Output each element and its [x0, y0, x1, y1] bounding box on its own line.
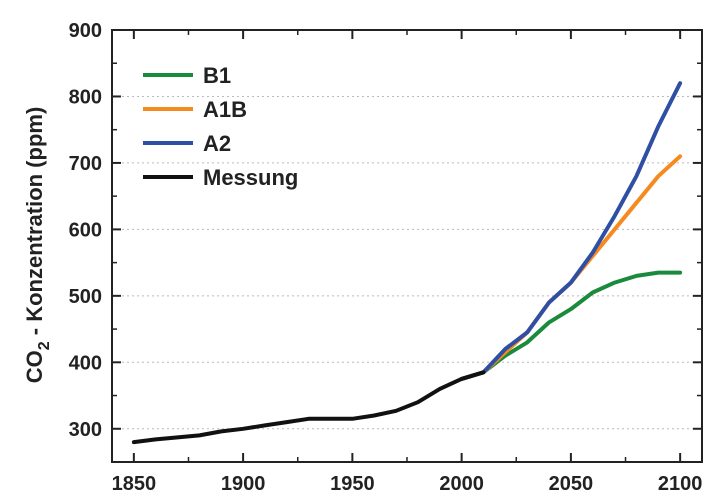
y-tick-label: 300 — [69, 419, 102, 441]
y-axis-title-subscript: 2 — [36, 341, 53, 350]
x-tick-label: 1950 — [330, 473, 375, 495]
y-axis-title-suffix: - Konzentration (ppm) — [22, 107, 47, 342]
y-tick-label: 800 — [69, 86, 102, 108]
x-tick-label: 1850 — [112, 473, 157, 495]
grid-lines — [112, 95, 702, 430]
y-tick-label: 900 — [69, 20, 102, 42]
x-tick-label: 2050 — [549, 473, 594, 495]
legend-label-b1: B1 — [203, 63, 231, 88]
x-tick-label: 2100 — [658, 473, 703, 495]
y-tick-label: 500 — [69, 286, 102, 308]
y-tick-label: 400 — [69, 352, 102, 374]
x-tick-label: 2000 — [439, 473, 484, 495]
legend: B1 A1B A2 Messung — [143, 63, 298, 190]
series-line-messung — [131, 370, 486, 445]
series-line-a1b — [459, 154, 683, 381]
y-axis-title: CO2 - Konzentration (ppm) — [22, 107, 53, 384]
legend-label-a2: A2 — [203, 131, 231, 156]
plot-frame — [111, 29, 703, 463]
series-lines — [131, 81, 683, 445]
tick-labels: 300 400 500 600 700 800 900 1850 1900 1950 2000 205… — [69, 20, 703, 495]
y-axis-title-prefix: CO — [22, 350, 47, 383]
y-tick-label: 600 — [69, 219, 102, 241]
legend-label-messung: Messung — [203, 165, 298, 190]
x-tick-label: 1900 — [221, 473, 266, 495]
y-tick-label: 700 — [69, 153, 102, 175]
legend-label-a1b: A1B — [203, 97, 247, 122]
series-line-a2 — [459, 81, 683, 381]
axis-ticks — [112, 29, 702, 462]
